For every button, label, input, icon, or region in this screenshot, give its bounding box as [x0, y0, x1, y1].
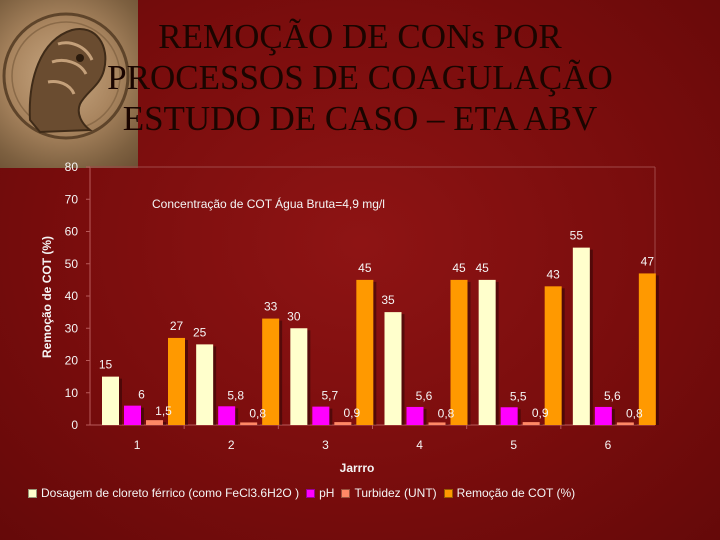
data-label: 25	[193, 325, 207, 339]
legend-label: Dosagem de cloreto férrico (como FeCl3.6…	[41, 486, 300, 500]
x-tick-label: 5	[510, 438, 517, 452]
bar	[616, 422, 634, 425]
data-label: 45	[475, 261, 489, 275]
data-label: 5,7	[321, 389, 338, 403]
data-label: 5,8	[227, 388, 244, 402]
data-label: 5,5	[510, 389, 527, 403]
bar	[384, 312, 402, 425]
bar	[196, 344, 214, 425]
bar	[218, 406, 236, 425]
data-label: 43	[546, 267, 560, 281]
bar	[406, 406, 424, 425]
bar	[544, 286, 562, 425]
y-tick-label: 10	[65, 386, 79, 400]
y-tick-label: 50	[65, 257, 79, 271]
data-label: 27	[170, 319, 184, 333]
data-label: 30	[287, 309, 301, 323]
bar	[594, 406, 612, 425]
data-label: 0,9	[532, 406, 549, 420]
bar	[240, 422, 258, 425]
data-label: 45	[452, 261, 466, 275]
data-label: 33	[264, 300, 278, 314]
bar	[522, 422, 540, 425]
x-tick-label: 6	[605, 438, 612, 452]
title-line-2: PROCESSOS DE COAGULAÇÃO	[107, 58, 613, 97]
legend-item: Dosagem de cloreto férrico (como FeCl3.6…	[28, 486, 299, 500]
title-line-1: REMOÇÃO DE CONs POR	[158, 17, 562, 56]
bar	[168, 337, 185, 425]
data-label: 6	[138, 388, 145, 402]
bar	[478, 279, 496, 425]
legend-swatch	[28, 488, 37, 498]
data-label: 47	[641, 254, 655, 268]
legend-item: Remoção de COT (%)	[443, 486, 576, 500]
bar	[262, 318, 280, 425]
data-label: 55	[570, 229, 584, 243]
chart-annotation: Concentração de COT Água Bruta=4,9 mg/l	[152, 196, 385, 211]
legend-swatch	[306, 488, 316, 498]
data-label: 0,8	[626, 406, 643, 420]
bar	[146, 420, 163, 425]
legend-label: pH	[319, 486, 335, 500]
data-label: 0,9	[343, 406, 360, 420]
bar	[450, 279, 468, 425]
bar	[334, 422, 352, 425]
slide-title: REMOÇÃO DE CONs POR PROCESSOS DE COAGULA…	[60, 16, 660, 139]
chart-legend: Dosagem de cloreto férrico (como FeCl3.6…	[28, 485, 698, 501]
bar	[356, 279, 374, 425]
x-tick-label: 4	[416, 438, 423, 452]
data-label: 5,6	[604, 389, 621, 403]
y-tick-label: 0	[71, 418, 78, 432]
bar	[102, 376, 119, 425]
x-tick-label: 3	[322, 438, 329, 452]
bar	[312, 406, 330, 425]
legend-item: Turbidez (UNT)	[341, 486, 437, 500]
logo-seal	[0, 0, 138, 168]
legend-item: pH	[306, 486, 334, 500]
bar	[428, 422, 446, 425]
legend-label: Remoção de COT (%)	[456, 486, 576, 500]
y-tick-label: 20	[65, 354, 79, 368]
bar	[500, 407, 518, 425]
x-tick-label: 2	[228, 438, 235, 452]
data-label: 0,8	[438, 406, 455, 420]
legend-swatch	[341, 488, 351, 498]
bar	[124, 405, 141, 425]
y-tick-label: 70	[65, 192, 79, 206]
y-tick-label: 40	[65, 289, 79, 303]
y-tick-label: 80	[65, 160, 79, 174]
y-axis-title: Remoção de COT (%)	[40, 236, 54, 358]
x-axis-title: Jarrro	[340, 461, 375, 475]
bar	[638, 273, 656, 425]
y-tick-label: 60	[65, 225, 79, 239]
legend-swatch	[443, 488, 453, 498]
x-tick-label: 1	[134, 438, 141, 452]
data-label: 45	[358, 261, 372, 275]
data-label: 35	[381, 293, 395, 307]
title-line-3: ESTUDO DE CASO – ETA ABV	[122, 99, 598, 138]
data-label: 5,6	[416, 389, 433, 403]
legend-label: Turbidez (UNT)	[354, 486, 437, 500]
data-label: 15	[99, 358, 113, 372]
data-label: 1,5	[155, 404, 172, 418]
data-label: 0,8	[249, 406, 266, 420]
bar	[572, 247, 590, 425]
bar	[290, 328, 308, 425]
y-tick-label: 30	[65, 321, 79, 335]
